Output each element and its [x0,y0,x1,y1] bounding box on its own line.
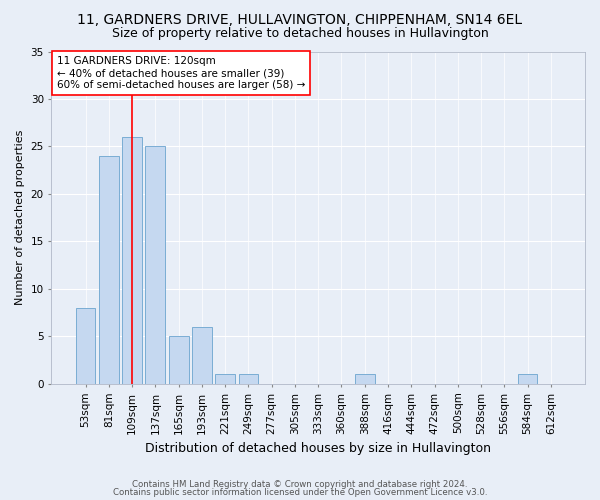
Bar [169,336,188,384]
Y-axis label: Number of detached properties: Number of detached properties [15,130,25,306]
Text: Size of property relative to detached houses in Hullavington: Size of property relative to detached ho… [112,28,488,40]
Bar [239,374,259,384]
Text: Contains public sector information licensed under the Open Government Licence v3: Contains public sector information licen… [113,488,487,497]
Text: 11 GARDNERS DRIVE: 120sqm
← 40% of detached houses are smaller (39)
60% of semi-: 11 GARDNERS DRIVE: 120sqm ← 40% of detac… [57,56,305,90]
Bar [215,374,235,384]
Bar [355,374,374,384]
Bar [145,146,165,384]
Bar [518,374,538,384]
Bar [192,327,212,384]
X-axis label: Distribution of detached houses by size in Hullavington: Distribution of detached houses by size … [145,442,491,455]
Bar [76,308,95,384]
Bar [122,137,142,384]
Text: Contains HM Land Registry data © Crown copyright and database right 2024.: Contains HM Land Registry data © Crown c… [132,480,468,489]
Bar [99,156,119,384]
Text: 11, GARDNERS DRIVE, HULLAVINGTON, CHIPPENHAM, SN14 6EL: 11, GARDNERS DRIVE, HULLAVINGTON, CHIPPE… [77,12,523,26]
